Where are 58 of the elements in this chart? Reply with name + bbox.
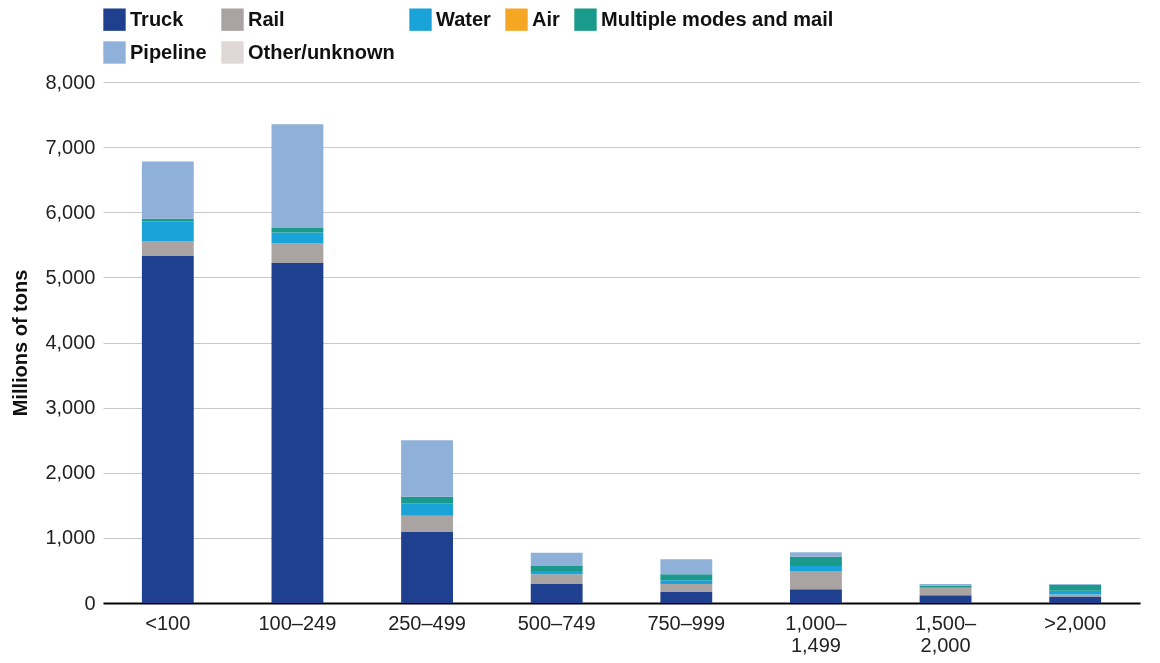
bar <box>919 588 972 596</box>
bar <box>790 571 842 590</box>
bar <box>919 595 972 603</box>
bar <box>141 161 194 219</box>
bar <box>141 221 194 242</box>
bar <box>141 241 194 256</box>
bar <box>271 232 324 244</box>
bar <box>660 584 713 592</box>
y-tick-label: 6,000 <box>45 200 96 223</box>
bar <box>401 503 453 516</box>
legend-label: Pipeline <box>130 40 207 63</box>
y-axis-title: Millions of tons <box>9 269 32 417</box>
legend-label: Rail <box>248 7 285 30</box>
x-tick-label: <100 <box>145 611 191 634</box>
legend-label: Truck <box>130 7 185 30</box>
bar <box>401 515 453 533</box>
bar <box>530 584 583 603</box>
y-tick-label: 0 <box>84 591 96 614</box>
bar <box>1049 596 1102 603</box>
bar <box>530 552 583 566</box>
bar <box>271 263 324 603</box>
bar <box>401 496 453 504</box>
y-tick-label: 8,000 <box>45 70 96 93</box>
y-tick-label: 2,000 <box>45 461 96 484</box>
bar <box>530 574 583 585</box>
y-tick-label: 4,000 <box>45 331 96 353</box>
bar <box>660 591 713 603</box>
bar <box>660 574 713 581</box>
bar <box>790 589 842 603</box>
x-tick-label: 100–249 <box>258 611 337 634</box>
bar <box>660 580 713 585</box>
bar <box>141 255 194 603</box>
bar <box>271 124 324 228</box>
bar <box>790 552 842 557</box>
bar <box>790 565 842 572</box>
bar <box>1049 590 1102 595</box>
x-tick-label: 750–999 <box>647 611 726 634</box>
x-tick-label: 500–749 <box>517 611 596 634</box>
bar <box>530 565 583 572</box>
bar <box>1049 584 1102 591</box>
bar <box>660 559 713 575</box>
legend-label: Water <box>436 7 492 30</box>
y-tick-label: 5,000 <box>45 265 96 288</box>
y-tick-label: 1,000 <box>45 526 96 549</box>
legend-label: Multiple modes and mail <box>601 7 834 30</box>
bar <box>401 532 453 603</box>
y-tick-label: 3,000 <box>45 396 96 419</box>
x-tick-label: 250–499 <box>388 611 466 634</box>
x-tick-label: 1,000–1,499 <box>785 611 848 656</box>
bar <box>790 556 842 566</box>
bar <box>530 571 583 575</box>
legend-label: Air <box>532 7 560 30</box>
bar <box>401 440 453 497</box>
x-tick-label: 1,500–2,000 <box>914 611 978 656</box>
y-tick-label: 7,000 <box>45 135 96 158</box>
bar <box>271 243 324 264</box>
legend-label: Other/unknown <box>248 40 395 63</box>
x-tick-label: >2,000 <box>1044 611 1107 634</box>
